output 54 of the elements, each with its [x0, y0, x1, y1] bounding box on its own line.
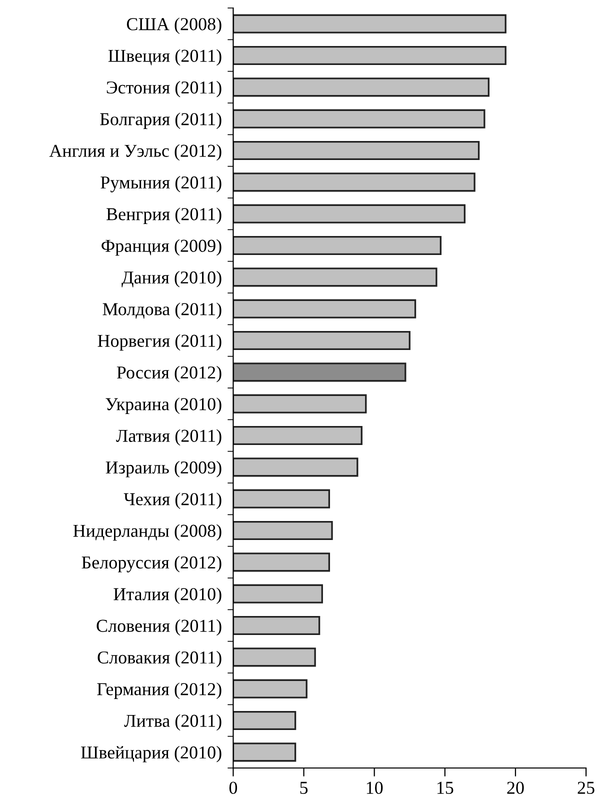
- bar: [233, 268, 438, 287]
- y-tick-label: США (2008): [126, 18, 222, 34]
- bar: [233, 648, 316, 667]
- y-tick-label: Англия и Уэльс (2012): [49, 144, 222, 161]
- y-tick-label: Румыния (2011): [100, 176, 222, 192]
- y-tick-label: Нидерланды (2008): [73, 524, 222, 541]
- bar: [233, 394, 367, 414]
- x-tick-label: 15: [437, 782, 454, 794]
- y-tick-label: Швейцария (2010): [81, 746, 222, 762]
- y-tick-label: Франция (2009): [102, 239, 222, 256]
- bar: [233, 236, 442, 256]
- bar: [233, 109, 486, 128]
- y-tick-label: Латвия (2011): [116, 429, 222, 446]
- y-tick-label: Эстония (2011): [106, 80, 222, 98]
- y-tick-label: Белоруссия (2012): [82, 556, 222, 572]
- bar: [233, 140, 480, 160]
- y-tick-label: Россия (2012): [116, 366, 222, 382]
- bar: [233, 552, 330, 572]
- bar: [233, 426, 362, 446]
- bar: [233, 78, 490, 97]
- bar: [233, 742, 296, 762]
- y-tick-label: Швеция (2011): [108, 49, 222, 66]
- bar: [233, 362, 406, 382]
- y-tick-label: Словения (2011): [96, 619, 222, 636]
- y-tick-label: Чехия (2011): [124, 492, 222, 509]
- x-tick-label: 20: [507, 782, 524, 794]
- x-tick-label: 25: [578, 782, 594, 794]
- y-tick-label: Израиль (2009): [106, 460, 222, 478]
- bar: [233, 520, 333, 540]
- y-tick-label: Венгрия (2011): [106, 208, 222, 224]
- y-tick-label: Германия (2012): [97, 682, 222, 699]
- x-tick-label: 10: [366, 782, 383, 794]
- y-tick-label: Болгария (2011): [100, 112, 222, 129]
- bar: [233, 616, 320, 636]
- y-tick-label: Норвегия (2011): [98, 334, 222, 351]
- x-tick-label: 0: [229, 782, 238, 794]
- x-tick-label: 5: [300, 782, 308, 794]
- bar: [233, 46, 506, 66]
- y-tick-label: Литва (2011): [124, 714, 222, 731]
- bar: [233, 489, 330, 508]
- bar: [233, 172, 476, 192]
- bar: [233, 14, 506, 34]
- bar: [233, 299, 416, 318]
- y-tick-label: Дания (2010): [122, 270, 222, 288]
- bar: [233, 584, 323, 604]
- y-tick-label: Украина (2010): [106, 398, 222, 414]
- bar: [233, 204, 466, 224]
- bar: [233, 679, 308, 698]
- y-tick-label: Италия (2010): [114, 588, 222, 604]
- y-tick-label: Словакия (2011): [98, 650, 222, 668]
- y-tick-label: Молдова (2011): [102, 302, 222, 319]
- bar: [233, 458, 358, 477]
- bar: [233, 330, 410, 350]
- bar: [233, 710, 296, 730]
